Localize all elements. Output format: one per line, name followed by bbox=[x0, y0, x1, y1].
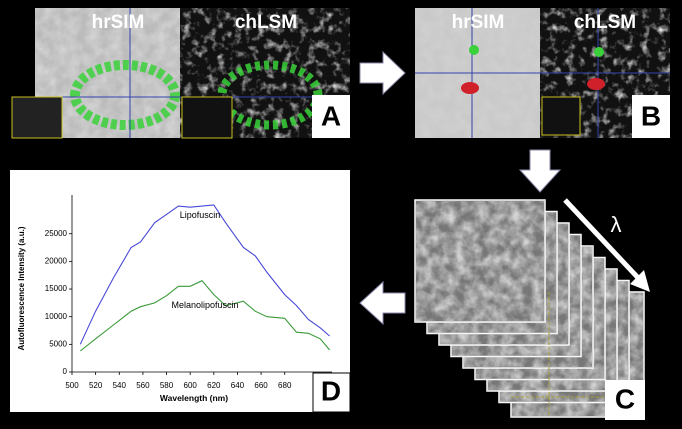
arrow-left bbox=[359, 280, 406, 326]
inset bbox=[181, 96, 233, 139]
arrow-right bbox=[359, 50, 406, 96]
inset bbox=[541, 96, 581, 136]
x-tick-label: 660 bbox=[254, 381, 268, 390]
lambda-arrow bbox=[563, 198, 644, 284]
green-spot bbox=[594, 47, 604, 57]
panel-a: hrSIM chLSM A bbox=[11, 8, 350, 139]
red-spot bbox=[587, 78, 605, 90]
x-tick-label: 680 bbox=[278, 381, 292, 390]
x-tick-label: 540 bbox=[113, 381, 127, 390]
x-axis-label: Wavelength (nm) bbox=[160, 393, 228, 403]
panel-letter-box bbox=[605, 380, 645, 420]
panel-b: hrSIM chLSM B bbox=[415, 8, 670, 138]
y-tick-label: 0 bbox=[63, 367, 68, 376]
series-line bbox=[79, 204, 330, 345]
lambda-arrowhead bbox=[630, 270, 650, 292]
red-spot bbox=[461, 82, 479, 94]
panel-letter: C bbox=[615, 383, 635, 414]
x-tick-label: 500 bbox=[65, 381, 79, 390]
x-tick-label: 620 bbox=[207, 381, 221, 390]
lambda-label: λ bbox=[611, 212, 622, 237]
panel-letter-box bbox=[312, 372, 351, 413]
x-tick-label: 640 bbox=[231, 381, 245, 390]
panel-letter: D bbox=[321, 375, 341, 406]
y-tick-label: 25000 bbox=[45, 229, 68, 238]
image-label: hrSIM bbox=[92, 12, 145, 33]
green-spot bbox=[469, 45, 479, 55]
image-texture bbox=[415, 200, 545, 322]
y-tick-label: 5000 bbox=[49, 339, 67, 348]
arrow-down bbox=[518, 149, 562, 193]
series-line bbox=[79, 280, 331, 352]
panel-letter: B bbox=[641, 100, 661, 131]
image-label: hrSIM bbox=[452, 12, 505, 33]
inset bbox=[11, 96, 63, 139]
panel-d: D 0 5000 10000 15000 20000 25000 500 520 540 560 5… bbox=[10, 170, 351, 413]
panel-letter-box bbox=[632, 95, 670, 138]
x-tick-label: 580 bbox=[160, 381, 174, 390]
x-tick-label: 600 bbox=[184, 381, 198, 390]
y-tick-label: 20000 bbox=[45, 256, 68, 265]
panel-letter: A bbox=[321, 100, 341, 131]
y-tick-label: 10000 bbox=[45, 312, 68, 321]
series-label: Melanolipofuscin bbox=[171, 300, 238, 310]
x-tick-label: 520 bbox=[89, 381, 103, 390]
x-tick-label: 560 bbox=[136, 381, 150, 390]
series-label: Lipofuscin bbox=[180, 210, 221, 220]
panel-c: λ C bbox=[414, 198, 650, 420]
panel-letter-box bbox=[312, 95, 350, 138]
image-label: chLSM bbox=[235, 12, 297, 33]
y-axis-label: Autofluorescence Intensity (a.u.) bbox=[17, 226, 26, 350]
image-label: chLSM bbox=[574, 12, 636, 33]
y-tick-label: 15000 bbox=[45, 284, 68, 293]
